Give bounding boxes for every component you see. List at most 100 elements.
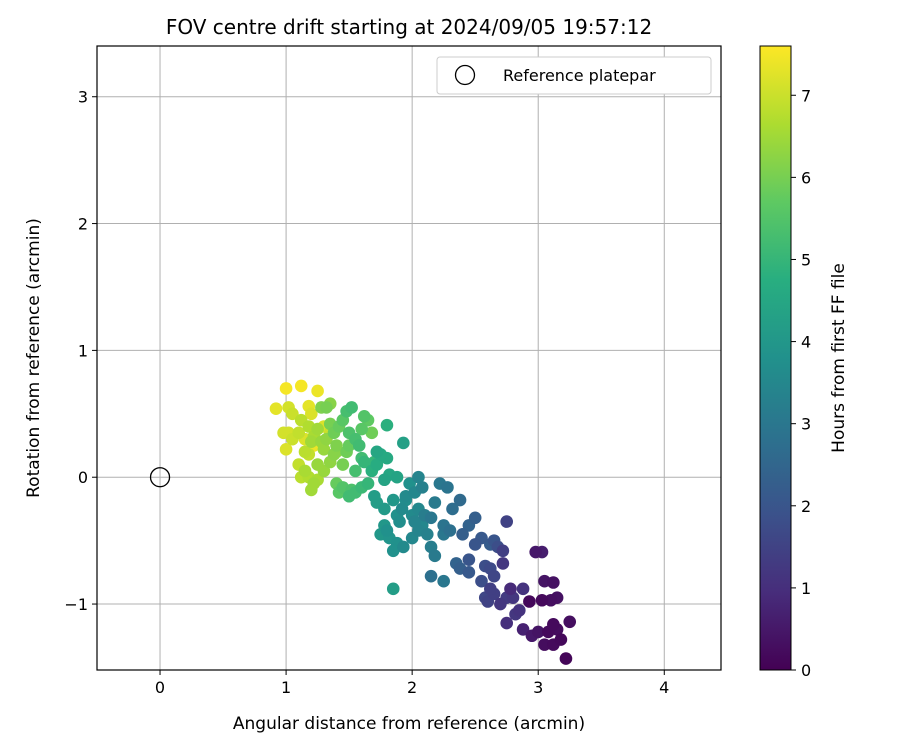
colorbar-tick-label: 0 [801, 661, 811, 680]
x-tick-label: 2 [407, 678, 417, 697]
data-point [386, 544, 400, 558]
data-point [547, 618, 560, 631]
data-point [361, 477, 375, 490]
data-point [370, 458, 384, 471]
data-point [468, 538, 482, 551]
colorbar-tick-label: 7 [801, 86, 811, 105]
data-point [365, 426, 379, 440]
legend-marker-icon [454, 64, 476, 86]
data-point [420, 527, 434, 541]
data-point [380, 524, 394, 537]
y-tick-label: 1 [78, 341, 88, 360]
data-point [443, 524, 457, 537]
data-point [386, 582, 400, 596]
data-point [516, 582, 530, 596]
x-axis-label: Angular distance from reference (arcmin) [233, 714, 585, 734]
reference-platepar-marker [149, 467, 171, 488]
x-tick-label: 0 [155, 678, 165, 697]
data-point [305, 435, 318, 449]
data-point [523, 595, 536, 608]
data-point [298, 464, 312, 478]
grid-lines [97, 46, 721, 670]
data-point [547, 576, 560, 589]
data-point [311, 422, 324, 436]
data-point [500, 616, 513, 630]
data-point [496, 557, 510, 570]
plot-area-frame [96, 45, 722, 671]
data-point [529, 545, 542, 559]
data-point [368, 489, 381, 503]
data-point [330, 439, 343, 452]
chart-title: FOV centre drift starting at 2024/09/05 … [166, 15, 652, 39]
data-point [357, 455, 371, 469]
data-point [544, 593, 558, 607]
legend-label: Reference platepar [503, 66, 656, 85]
y-tick-label: −1 [64, 595, 88, 614]
data-point [397, 436, 410, 450]
data-point [386, 493, 400, 507]
data-point [453, 493, 467, 507]
data-point [320, 401, 333, 414]
data-points [269, 379, 577, 665]
data-point [298, 445, 312, 459]
colorbar-gradient [759, 45, 792, 671]
data-point [277, 426, 290, 440]
data-point [531, 625, 545, 639]
data-point [468, 511, 482, 525]
data-point [357, 410, 371, 423]
data-point [390, 470, 404, 484]
data-point [538, 638, 551, 651]
colorbar-tick-label: 6 [801, 168, 811, 187]
data-point [424, 511, 438, 525]
data-point [269, 402, 283, 416]
data-point [535, 593, 549, 607]
data-point [355, 422, 369, 436]
data-point [370, 445, 384, 459]
data-point [352, 439, 366, 452]
data-point [412, 470, 425, 484]
data-point [516, 623, 530, 636]
data-point [342, 489, 356, 503]
data-point [279, 443, 293, 456]
data-point [311, 458, 324, 471]
colorbar-tick-label: 3 [801, 415, 811, 434]
colorbar: 0 1 2 3 4 5 6 7 Hours from first FF file [759, 45, 849, 680]
data-point [317, 443, 331, 456]
data-point [563, 615, 577, 629]
data-point [456, 527, 469, 541]
colorbar-tick-label: 5 [801, 250, 811, 269]
data-point [311, 384, 324, 398]
data-point [500, 515, 513, 528]
data-point [336, 458, 350, 471]
data-point [475, 574, 488, 588]
data-point [487, 569, 501, 583]
data-point [428, 549, 442, 563]
data-point [462, 553, 476, 566]
data-point [345, 401, 358, 414]
data-point [305, 483, 318, 497]
data-point [559, 652, 573, 665]
data-point [415, 481, 429, 494]
data-point [424, 569, 438, 583]
data-point [513, 604, 526, 617]
colorbar-label: Hours from first FF file [829, 263, 849, 453]
y-tick-label: 3 [78, 88, 88, 107]
data-point [462, 566, 476, 579]
colorbar-tick-label: 1 [801, 579, 811, 598]
x-tick-label: 4 [659, 678, 669, 697]
data-point [437, 574, 450, 588]
data-point [484, 582, 497, 596]
y-tick-label: 2 [78, 215, 88, 234]
data-point [428, 496, 442, 509]
colorbar-ticks: 0 1 2 3 4 5 6 7 [791, 86, 811, 680]
data-point [446, 502, 459, 516]
data-point [397, 540, 410, 554]
data-point [554, 633, 568, 646]
y-axis-ticks: −1 0 1 2 3 [64, 88, 97, 614]
data-point [305, 407, 318, 421]
data-point [441, 481, 454, 494]
reference-marker-group [149, 467, 171, 488]
data-point [294, 379, 308, 393]
data-point [292, 426, 305, 440]
